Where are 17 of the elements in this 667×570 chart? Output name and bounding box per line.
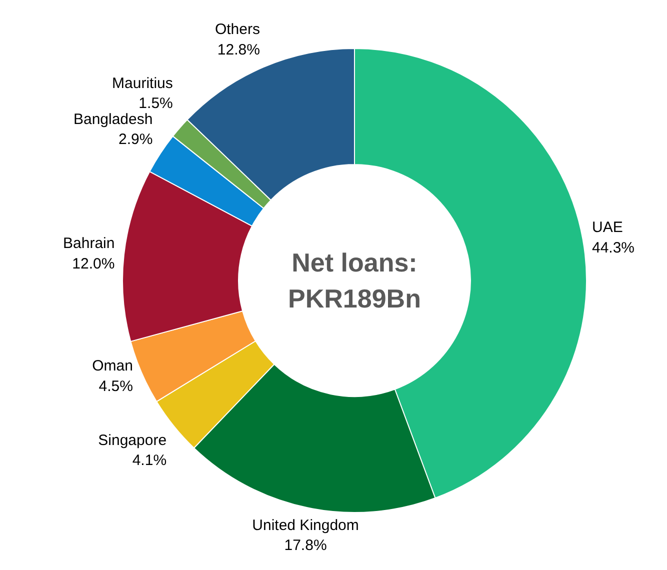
slice-label: Mauritius bbox=[112, 74, 173, 92]
slice-label: Singapore bbox=[98, 432, 167, 449]
slice-label: Bangladesh bbox=[73, 110, 153, 128]
data-label: 12.0% bbox=[72, 255, 115, 272]
data-label: 4.1% bbox=[132, 452, 167, 470]
data-label: 44.3% bbox=[592, 240, 635, 257]
slice-label: Others bbox=[214, 21, 260, 38]
slice-label: Oman bbox=[92, 357, 133, 374]
slice-label: UAE bbox=[592, 219, 623, 236]
data-label: 17.8% bbox=[284, 537, 327, 554]
data-label: 2.9% bbox=[118, 131, 153, 148]
slice-label: United Kingdom bbox=[252, 516, 359, 534]
data-label: 12.8% bbox=[217, 42, 260, 59]
text: Net loans: PKR189Bn bbox=[288, 248, 421, 314]
data-label: 1.5% bbox=[138, 95, 173, 112]
data-label: 4.5% bbox=[98, 378, 133, 395]
slice-label: Bahrain bbox=[63, 234, 115, 252]
